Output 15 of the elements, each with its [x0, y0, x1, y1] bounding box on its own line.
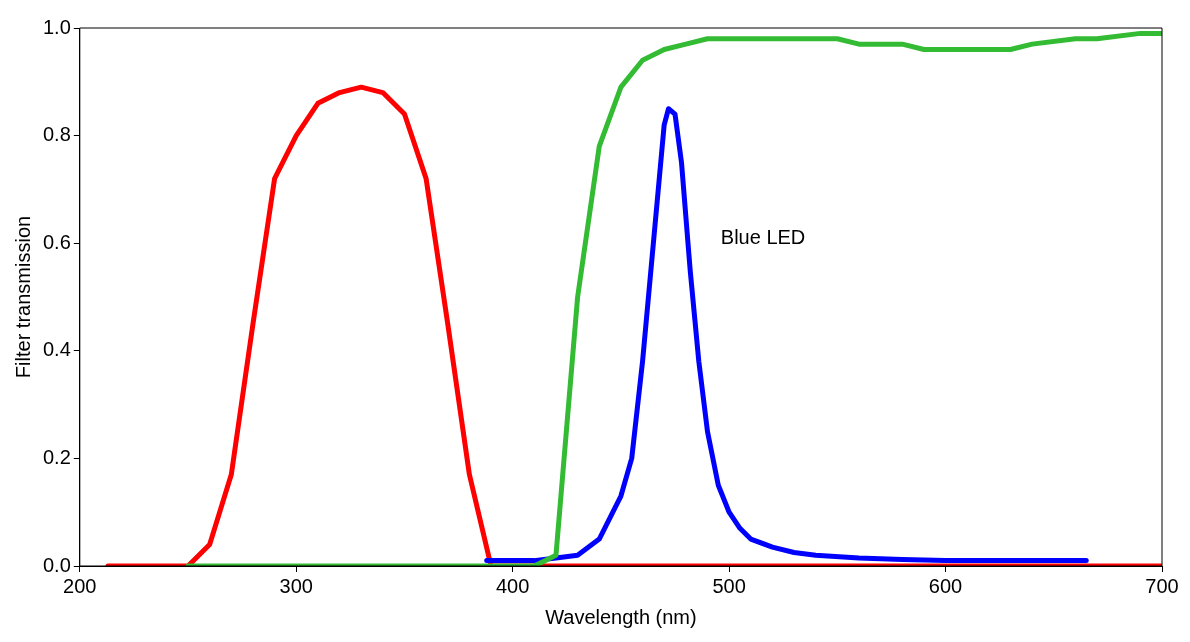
y-tick-label: 0.2	[42, 445, 71, 468]
y-tick-label: 0.6	[42, 230, 71, 253]
x-tick-label: 300	[279, 574, 313, 597]
x-tick-label: 500	[712, 574, 746, 597]
y-tick-label: 0.0	[42, 553, 71, 576]
x-tick-label: 200	[63, 574, 97, 597]
x-tick-label: 700	[1145, 574, 1179, 597]
series-label: Blue LED	[720, 226, 806, 249]
y-tick-label: 0.4	[42, 338, 71, 361]
x-tick-label: 600	[928, 574, 963, 597]
y-axis-title: Filter transmission	[11, 215, 34, 379]
y-tick-label: 1.0	[42, 15, 71, 38]
y-tick-label: 0.8	[42, 123, 71, 146]
x-axis-title: Wavelength (nm)	[545, 605, 697, 628]
x-tick-label: 400	[495, 574, 530, 597]
